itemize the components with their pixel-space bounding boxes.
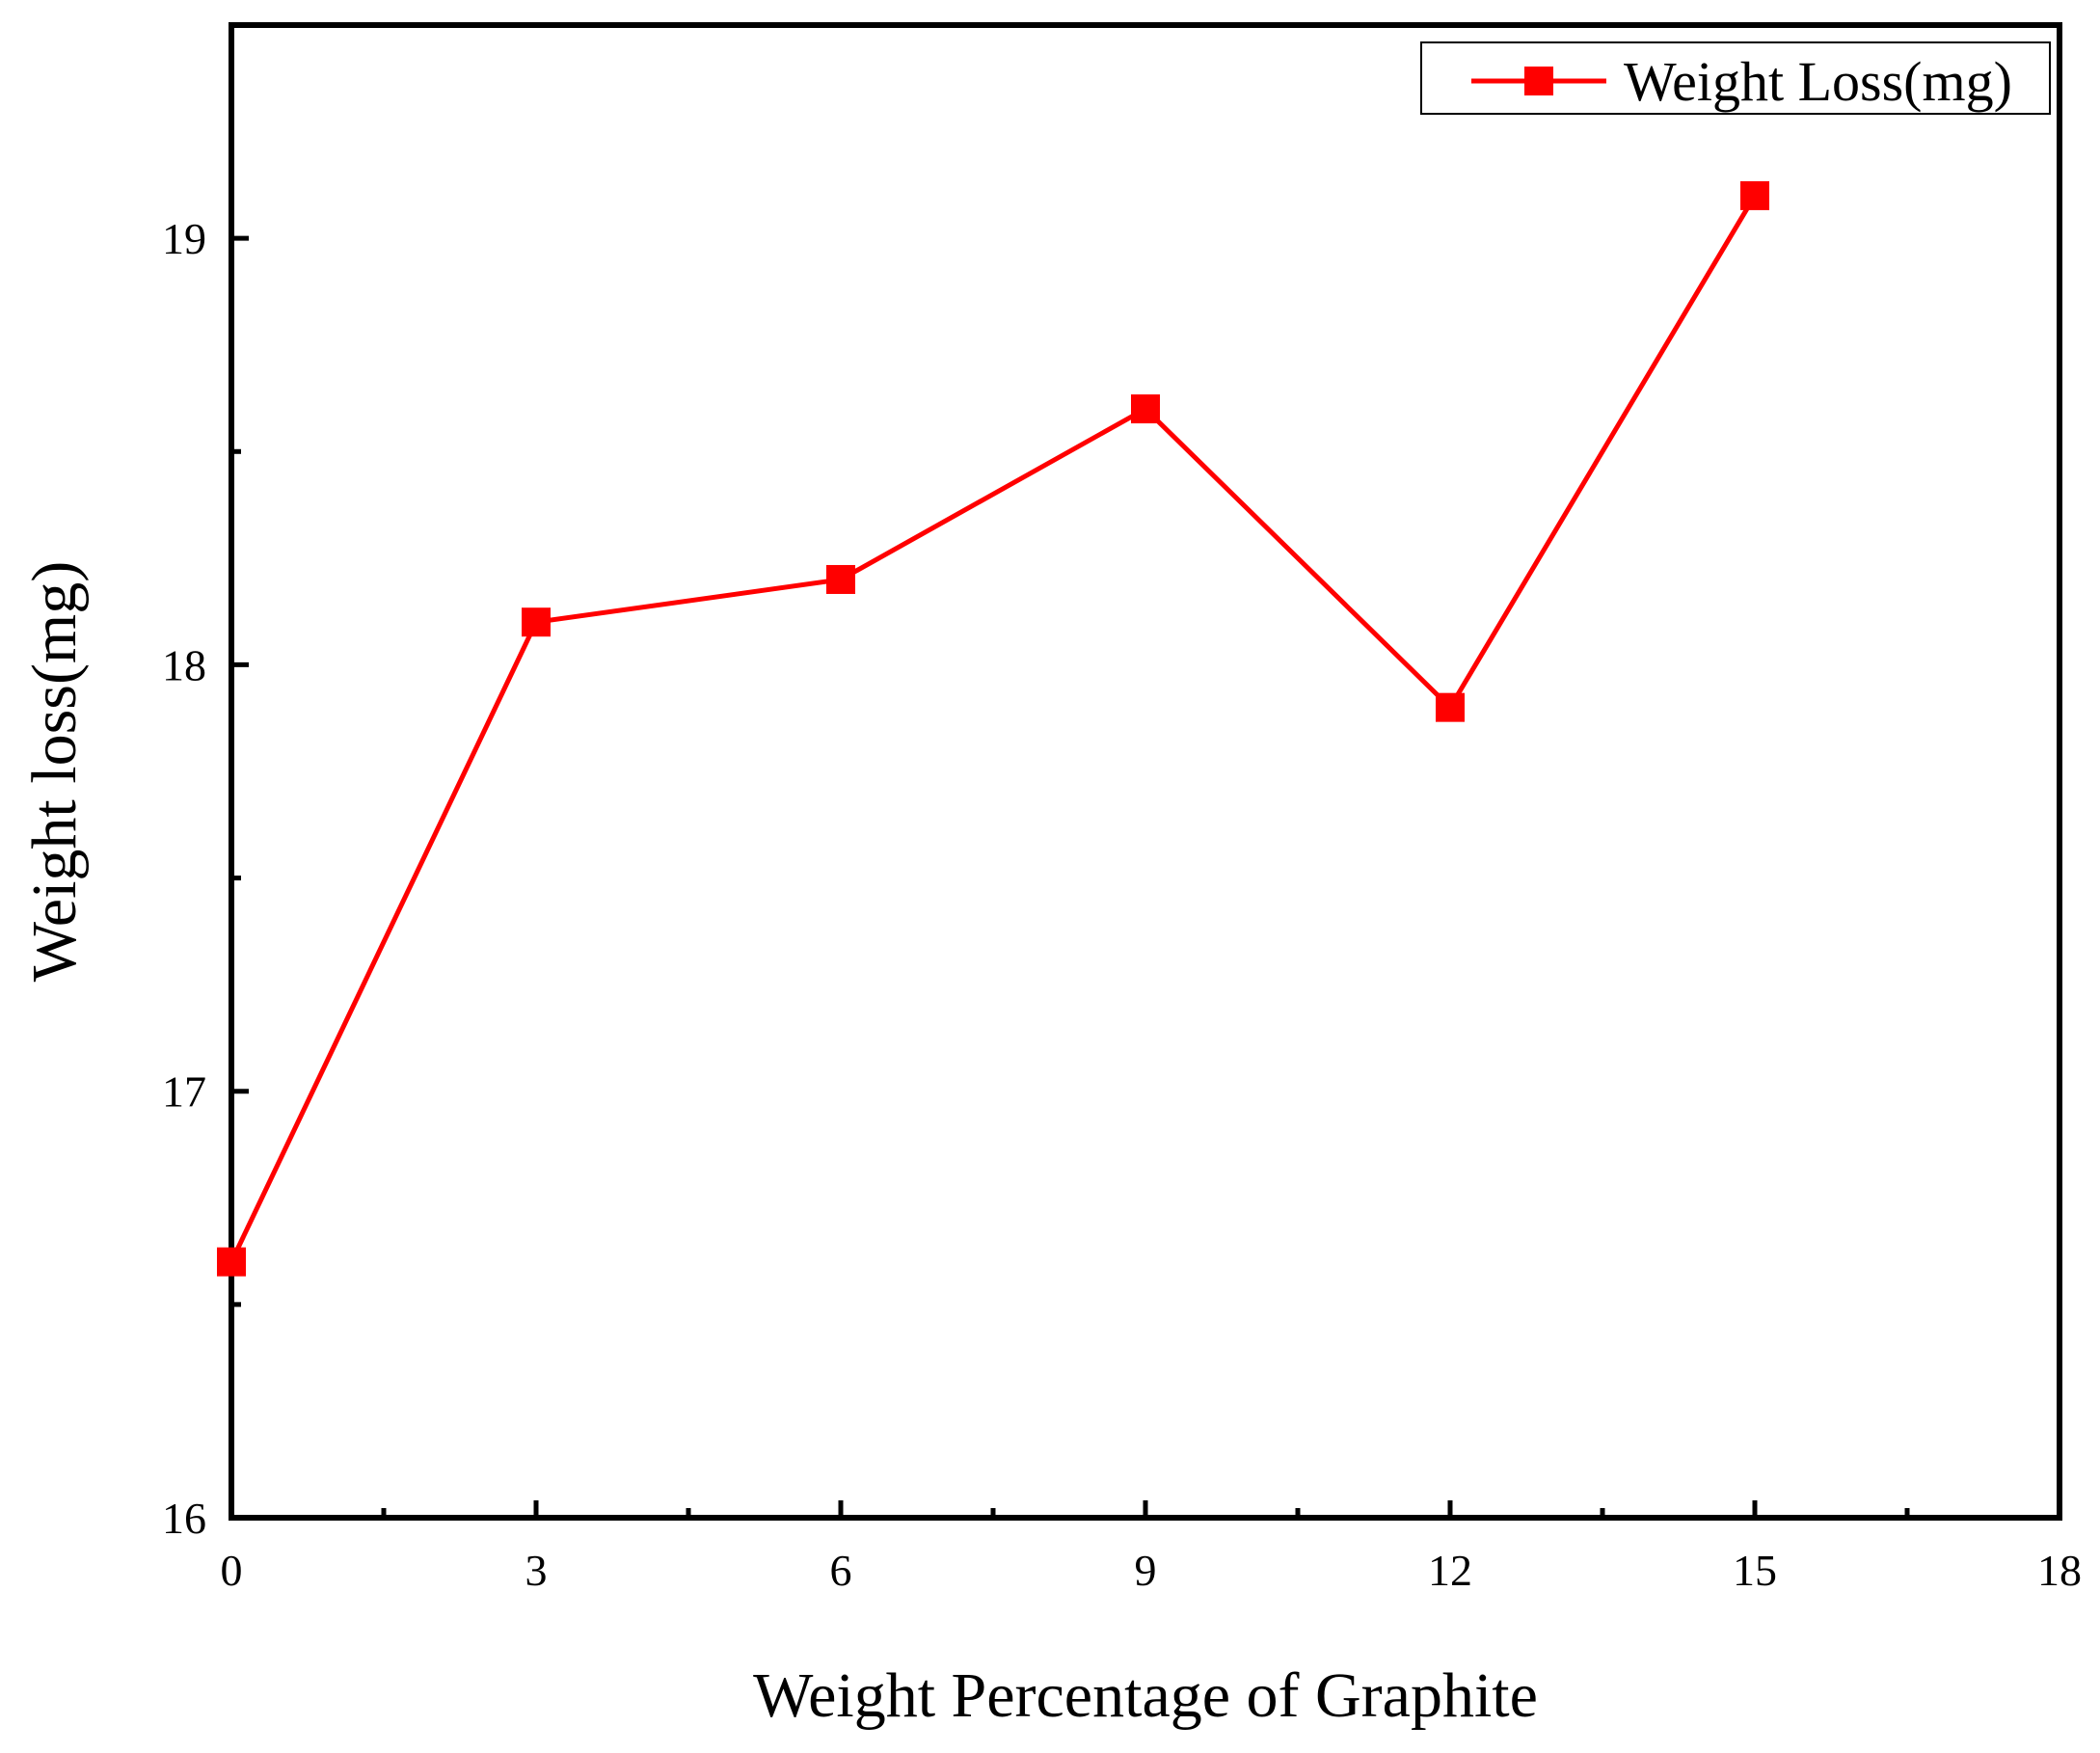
data-point xyxy=(1436,692,1465,722)
y-tick-label: 16 xyxy=(162,1494,206,1543)
data-point xyxy=(826,564,855,594)
series-line xyxy=(229,194,1758,1263)
series-layer xyxy=(217,180,1769,1277)
y-axis-ticks: 16 17 18 19 xyxy=(162,214,249,1543)
x-axis-label: Weight Percentage of Graphite xyxy=(753,1660,1538,1731)
x-tick-label: 18 xyxy=(2037,1546,2082,1595)
y-tick-label: 19 xyxy=(162,214,206,263)
x-tick-label: 15 xyxy=(1733,1546,1777,1595)
x-tick-label: 6 xyxy=(830,1546,852,1595)
y-tick-label: 18 xyxy=(162,640,206,689)
legend-marker-swatch xyxy=(1524,67,1553,95)
x-axis-ticks: 0 3 6 9 12 15 18 xyxy=(221,1500,2082,1595)
data-point xyxy=(1740,180,1769,210)
data-point xyxy=(1131,394,1160,424)
legend-series-label: Weight Loss(mg) xyxy=(1624,50,2012,113)
y-tick-label: 17 xyxy=(162,1067,206,1117)
x-tick-label: 3 xyxy=(525,1546,548,1595)
data-point xyxy=(217,1247,246,1277)
legend: Weight Loss(mg) xyxy=(1420,41,2051,115)
x-tick-label: 0 xyxy=(221,1546,243,1595)
x-tick-label: 12 xyxy=(1428,1546,1472,1595)
data-point xyxy=(522,607,551,637)
y-axis-label: Weight loss(mg) xyxy=(19,561,90,982)
plot-area xyxy=(229,22,2062,1521)
x-tick-label: 9 xyxy=(1135,1546,1157,1595)
